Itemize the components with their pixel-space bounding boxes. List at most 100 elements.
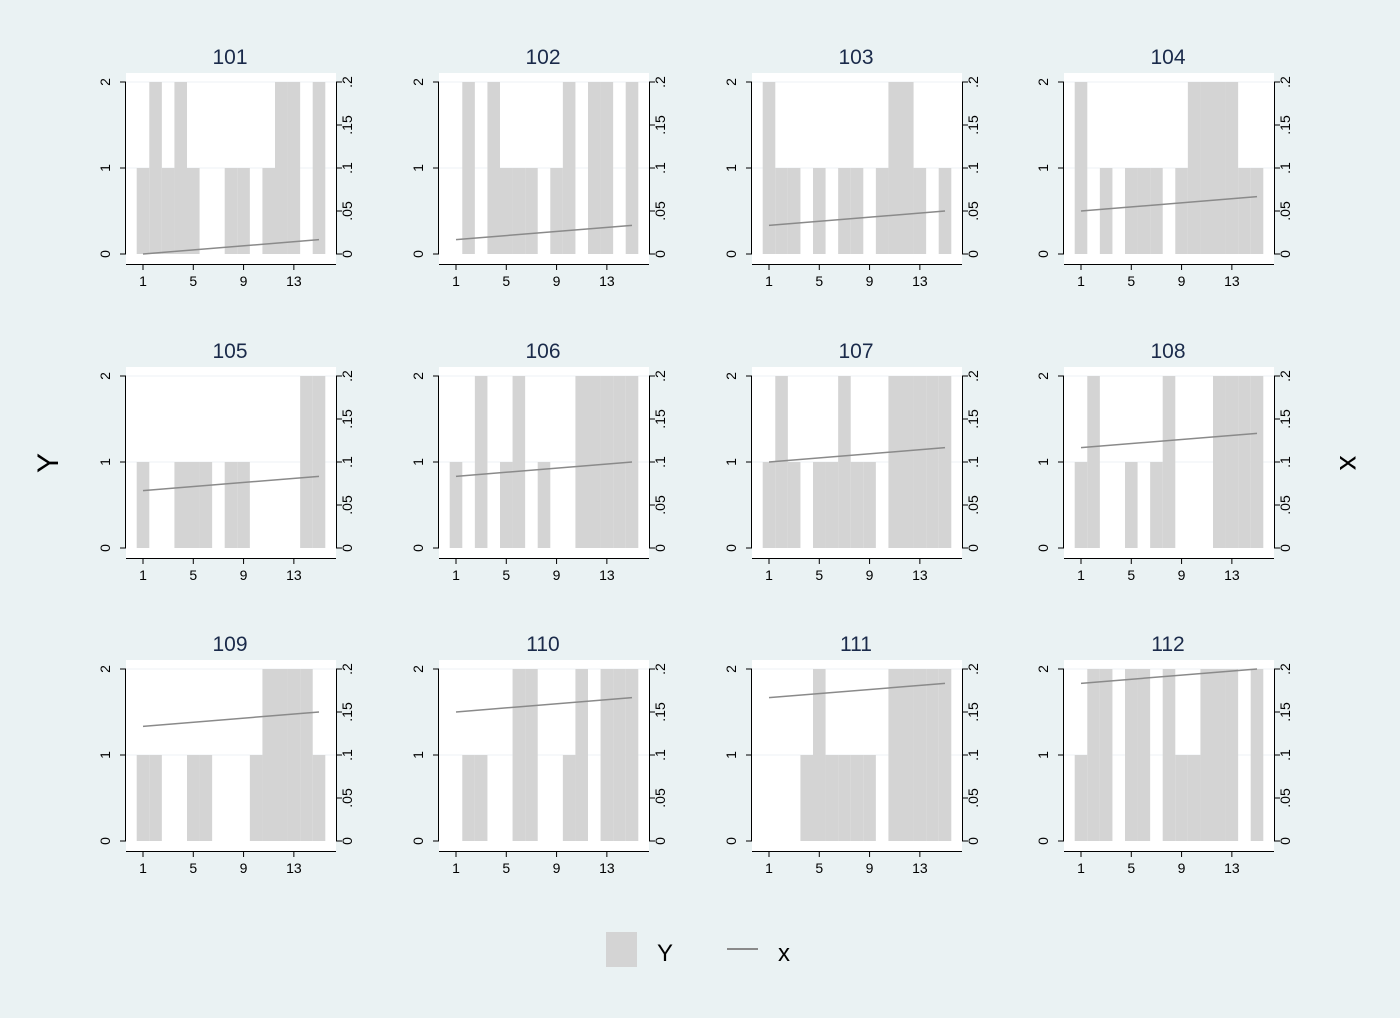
- x-tick-label: 13: [599, 273, 615, 289]
- panel-102: 0 1 2 0 .05 .1 .15 .2 1 5 9 13 102: [410, 46, 668, 289]
- x-tick-label: 5: [189, 860, 197, 876]
- x-tick-label: 13: [286, 273, 302, 289]
- bar-106-3: [474, 376, 488, 548]
- x-tick-label: 1: [452, 567, 460, 583]
- bar-103-13: [913, 168, 927, 254]
- bar-105-6: [199, 462, 213, 548]
- x-tick-label: 5: [815, 860, 823, 876]
- x-series-line: [1080, 432, 1258, 449]
- bar-103-2: [775, 168, 788, 254]
- x-tick-label: 13: [1224, 567, 1240, 583]
- bar-109-13: [287, 669, 301, 841]
- panel-106: 0 1 2 0 .05 .1 .15 .2 1 5 9 13 106: [410, 340, 668, 583]
- bar-110-3: [474, 755, 488, 841]
- bar-104-1: [1074, 82, 1088, 254]
- bar-101-9: [237, 168, 250, 254]
- bar-104-7: [1150, 168, 1163, 254]
- bar-107-8: [850, 462, 864, 548]
- x-tick-label: 1: [452, 860, 460, 876]
- bar-106-13: [600, 376, 614, 548]
- y2-tick-label: .15: [965, 115, 981, 135]
- bar-102-9: [550, 168, 563, 254]
- x-tick-label: 1: [139, 860, 147, 876]
- bar-101-11: [262, 168, 275, 254]
- x-tick-label: 9: [1178, 273, 1186, 289]
- panel-title: 101: [212, 46, 247, 69]
- y2-tick-label: .2: [339, 663, 355, 675]
- y2-tick-label: .15: [339, 409, 355, 429]
- bar-105-1: [136, 462, 150, 548]
- bar-102-10: [562, 82, 576, 254]
- bar-101-2: [149, 82, 162, 254]
- x-tick-label: 13: [599, 860, 615, 876]
- y2-tick-label: .2: [1277, 663, 1293, 675]
- bar-101-12: [275, 82, 288, 254]
- bar-112-6: [1137, 669, 1151, 841]
- y2-tick-label: .2: [1277, 76, 1293, 88]
- y-tick-label: 1: [723, 751, 739, 759]
- bar-105-14: [300, 376, 313, 548]
- bar-104-5: [1125, 168, 1138, 254]
- x-tick-label: 13: [1224, 273, 1240, 289]
- secondary-y-axis-title: x: [1333, 456, 1366, 471]
- y-tick-label: 0: [723, 837, 739, 845]
- bar-108-12: [1213, 376, 1226, 548]
- x-tick-label: 1: [139, 567, 147, 583]
- panel-104: 0 1 2 0 .05 .1 .15 .2 1 5 9 13 104: [1035, 46, 1293, 289]
- y-tick-label: 1: [1035, 458, 1051, 466]
- x-series-line: [768, 446, 946, 463]
- bar-112-3: [1099, 669, 1113, 841]
- panel-title: 106: [525, 340, 560, 363]
- y2-tick-label: .15: [652, 702, 668, 722]
- y-tick-label: 0: [97, 837, 113, 845]
- bar-110-15: [625, 669, 639, 841]
- x-series-line: [455, 224, 633, 241]
- panel-103: 0 1 2 0 .05 .1 .15 .2 1 5 9 13 103: [723, 46, 981, 289]
- x-series-line: [1080, 195, 1258, 212]
- panel-title: 104: [1150, 46, 1185, 69]
- panel-title: 103: [838, 46, 873, 69]
- bar-102-2: [462, 82, 475, 254]
- y2-tick-label: 0: [965, 837, 981, 845]
- x-tick-label: 1: [1077, 273, 1085, 289]
- panel-101: 0 1 2 0 .05 .1 .15 .2 1 5 9 13 101: [97, 46, 355, 289]
- x-tick-label: 1: [765, 273, 773, 289]
- y-tick-label: 1: [97, 751, 113, 759]
- x-tick-label: 9: [240, 273, 248, 289]
- bar-106-6: [512, 376, 526, 548]
- y2-tick-label: .15: [339, 702, 355, 722]
- bar-103-10: [875, 168, 889, 254]
- bar-110-6: [512, 669, 526, 841]
- panel-title: 107: [838, 340, 873, 363]
- x-tick-label: 9: [240, 567, 248, 583]
- bar-112-15: [1250, 669, 1264, 841]
- panel-title: 105: [212, 340, 247, 363]
- x-tick-label: 5: [815, 273, 823, 289]
- y2-tick-label: .2: [965, 370, 981, 382]
- y2-tick-label: .2: [652, 76, 668, 88]
- bar-111-6: [825, 755, 839, 841]
- x-series-line: [142, 711, 320, 728]
- bar-108-8: [1162, 376, 1176, 548]
- bar-105-15: [312, 376, 326, 548]
- bar-105-8: [224, 462, 238, 548]
- x-tick-label: 9: [866, 273, 874, 289]
- y2-tick-label: .05: [339, 495, 355, 515]
- bar-112-11: [1200, 669, 1213, 841]
- bar-104-3: [1099, 168, 1113, 254]
- x-tick-label: 9: [866, 860, 874, 876]
- y2-tick-label: .2: [652, 370, 668, 382]
- bar-104-14: [1238, 168, 1251, 254]
- y2-tick-label: 0: [965, 250, 981, 258]
- bar-109-1: [136, 755, 150, 841]
- y-tick-label: 2: [410, 665, 426, 673]
- x-tick-label: 13: [912, 860, 928, 876]
- bar-108-1: [1074, 462, 1088, 548]
- bar-107-7: [838, 376, 851, 548]
- bar-106-11: [575, 376, 588, 548]
- x-tick-label: 9: [1178, 860, 1186, 876]
- y-tick-label: 2: [1035, 78, 1051, 86]
- x-tick-label: 13: [912, 567, 928, 583]
